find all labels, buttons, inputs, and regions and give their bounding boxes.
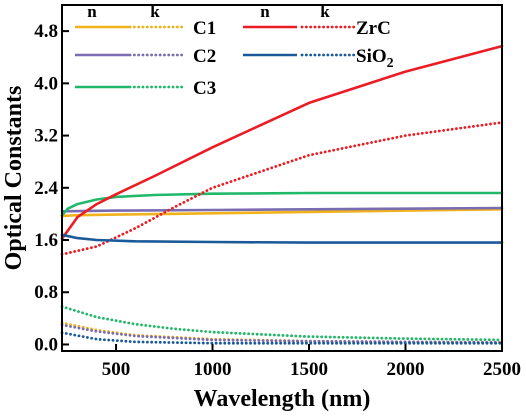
series-c1-n	[60, 208, 504, 218]
y-tick-label: 1.6	[34, 230, 58, 251]
legend-header: k	[150, 2, 160, 21]
series-c3-k	[60, 305, 504, 342]
series-sio2-n	[60, 233, 504, 244]
legend-label-c1: C1	[193, 18, 216, 39]
legend-label-zrc: ZrC	[356, 18, 391, 39]
y-tick-label: 2.4	[34, 178, 58, 199]
y-tick-label: 3.2	[34, 126, 58, 147]
y-tick-label: 4.0	[34, 73, 58, 94]
y-tick-label: 4.8	[34, 21, 58, 42]
legend-label-c2: C2	[193, 46, 216, 67]
series-zrc-n	[60, 44, 504, 240]
series-sio2-k	[60, 331, 504, 345]
series-c2-n	[60, 206, 504, 213]
y-axis-title: Optical Constants	[1, 86, 27, 271]
series-c1-k	[60, 321, 504, 344]
legend: n k n k C1 ZrC C2 SiO2 C3	[75, 2, 394, 99]
series-layer	[60, 44, 504, 345]
x-axis-title: Wavelength (nm)	[194, 386, 371, 412]
y-tick-label: 0.8	[34, 282, 58, 303]
x-tick-label: 1500	[290, 359, 328, 380]
x-tick-label: 2000	[387, 359, 425, 380]
legend-label-c3: C3	[193, 78, 216, 99]
x-tick-label: 500	[102, 359, 131, 380]
y-tick-label: 0.0	[34, 334, 58, 355]
legend-header: k	[320, 2, 330, 21]
legend-label-sio: SiO2	[356, 46, 394, 71]
plot-frame	[61, 4, 503, 352]
series-c3-n	[60, 191, 504, 217]
series-zrc-k	[60, 121, 504, 256]
tick-layer: 500 1000 1500 2000 2500 0.0 0.8 1.6 2.4 3.2 4.0 4.8	[34, 21, 521, 380]
series-c2-k	[60, 323, 504, 344]
x-tick-label: 1000	[194, 359, 232, 380]
legend-header: n	[87, 2, 97, 21]
x-tick-label: 2500	[483, 359, 521, 380]
legend-header: n	[260, 2, 270, 21]
